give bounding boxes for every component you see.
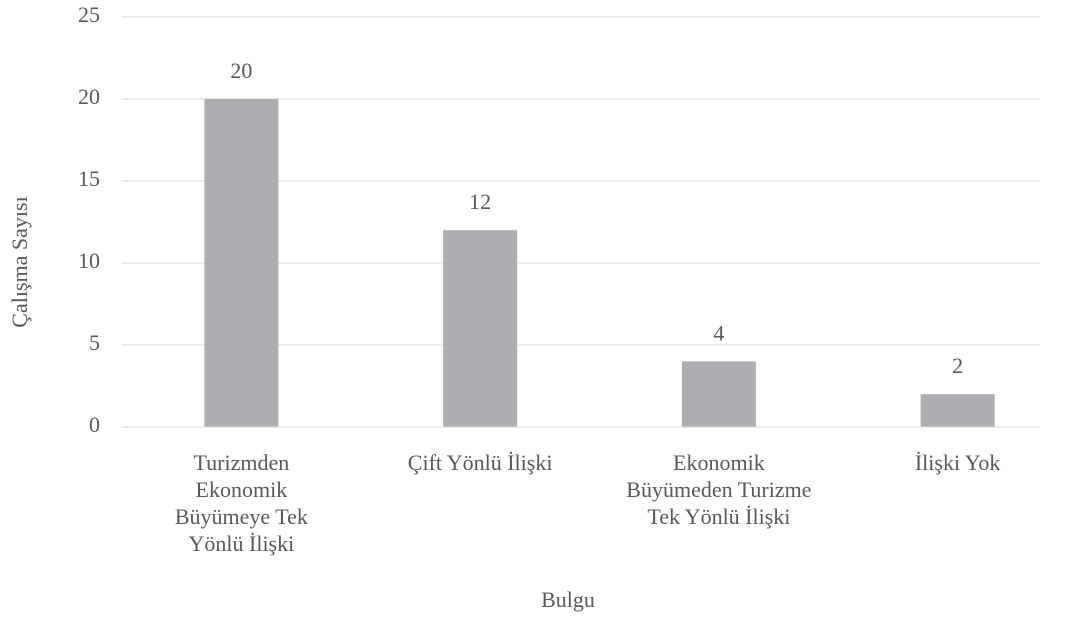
bar — [920, 394, 995, 427]
y-tick-label: 10 — [78, 248, 100, 273]
bar — [443, 230, 518, 427]
data-label: 20 — [230, 58, 252, 83]
y-tick-label: 0 — [89, 412, 100, 437]
y-tick-label: 15 — [78, 166, 100, 191]
bar — [204, 99, 279, 427]
y-tick-label: 20 — [78, 84, 100, 109]
y-tick-label: 25 — [78, 2, 100, 27]
data-label: 12 — [469, 189, 491, 214]
x-tick-label: İlişki Yok — [915, 450, 1001, 475]
y-tick-label: 5 — [89, 330, 100, 355]
data-label: 2 — [952, 353, 963, 378]
x-axis-title: Bulgu — [541, 587, 595, 612]
x-tick-label: Ekonomik Büyümeden Turizme Tek Yönlü İlişk… — [626, 450, 811, 529]
data-label: 4 — [713, 320, 724, 345]
x-tick-label: Turizmden Ekonomik Büyümeye Tek Yönlü İlişk… — [175, 450, 308, 556]
bar — [681, 361, 756, 427]
x-tick-label: Çift Yönlü İlişki — [408, 450, 553, 475]
y-axis-title: Çalışma Sayısı — [7, 196, 32, 327]
